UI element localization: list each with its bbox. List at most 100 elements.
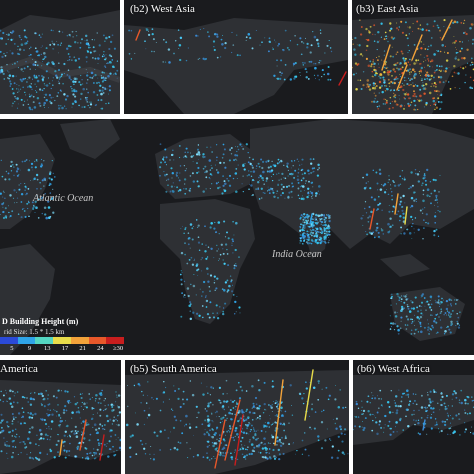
- light-dot: [28, 93, 30, 95]
- light-dot: [420, 41, 422, 43]
- light-dot: [70, 86, 72, 88]
- light-dot: [238, 397, 242, 400]
- light-dot: [203, 28, 205, 30]
- light-dot: [34, 83, 36, 85]
- light-dot: [250, 452, 254, 456]
- light-dot: [276, 415, 279, 417]
- light-dot: [319, 231, 322, 234]
- light-dot: [2, 206, 4, 208]
- light-dot: [422, 82, 424, 84]
- light-dot: [255, 418, 257, 420]
- light-dot: [436, 68, 438, 71]
- light-dot: [26, 40, 29, 43]
- light-dot: [277, 448, 281, 452]
- light-dot: [380, 404, 383, 407]
- light-dot: [239, 54, 241, 57]
- light-dot: [30, 83, 33, 85]
- light-dot: [370, 65, 373, 68]
- light-dot: [435, 197, 437, 199]
- light-dot: [219, 253, 222, 256]
- light-dot: [8, 431, 11, 434]
- light-dot: [394, 70, 397, 73]
- light-dot: [318, 62, 320, 64]
- light-dot: [299, 216, 302, 219]
- light-dot: [378, 423, 381, 426]
- light-dot: [252, 158, 254, 161]
- light-dot: [391, 198, 394, 201]
- light-dot: [41, 65, 43, 67]
- light-dot: [46, 413, 48, 415]
- light-dot: [355, 415, 358, 418]
- light-dot: [219, 434, 221, 436]
- light-dot: [406, 92, 408, 94]
- light-dot: [197, 151, 201, 154]
- light-dot: [35, 443, 37, 445]
- light-dot: [326, 72, 330, 76]
- light-dot: [391, 322, 395, 325]
- light-dot: [223, 439, 226, 442]
- light-dot: [365, 173, 369, 177]
- light-dot: [255, 445, 259, 448]
- light-dot: [450, 305, 452, 307]
- light-dot: [5, 216, 8, 219]
- light-dot: [195, 153, 199, 156]
- light-dot: [112, 404, 115, 407]
- light-dot: [116, 69, 119, 72]
- light-dot: [327, 225, 330, 228]
- light-dot: [197, 58, 199, 60]
- light-dot: [98, 44, 101, 47]
- light-dot: [399, 327, 402, 330]
- light-dot: [387, 40, 389, 43]
- light-dot: [435, 332, 437, 334]
- light-dot: [68, 454, 70, 457]
- light-dot: [446, 418, 448, 421]
- light-dot: [84, 96, 87, 99]
- light-dot: [235, 402, 239, 406]
- light-dot: [65, 409, 68, 412]
- light-dot: [321, 218, 324, 220]
- light-dot: [196, 454, 200, 457]
- light-dot: [439, 409, 441, 411]
- light-dot: [89, 106, 91, 109]
- light-dot: [78, 81, 81, 84]
- light-dot: [50, 178, 53, 181]
- light-dot: [236, 150, 238, 153]
- light-dot: [413, 95, 417, 98]
- light-dot: [387, 66, 389, 68]
- light-dot: [77, 57, 81, 60]
- light-dot: [429, 195, 431, 198]
- light-dot: [387, 36, 389, 38]
- light-dot: [316, 74, 319, 77]
- light-dot: [92, 448, 95, 450]
- light-dot: [405, 34, 408, 37]
- light-dot: [80, 92, 83, 96]
- light-dot: [188, 258, 191, 261]
- light-dot: [434, 299, 436, 301]
- light-dot: [406, 69, 408, 71]
- light-dot: [282, 415, 284, 417]
- light-dot: [242, 191, 244, 193]
- light-dot: [207, 440, 210, 443]
- light-dot: [447, 414, 449, 416]
- light-dot: [426, 64, 430, 67]
- light-dot: [394, 311, 397, 314]
- light-dot: [44, 433, 48, 436]
- light-dot: [347, 453, 349, 455]
- light-dot: [8, 74, 12, 77]
- light-dot: [241, 183, 243, 185]
- light-dot: [408, 97, 411, 100]
- light-dot: [372, 419, 374, 422]
- light-dot: [93, 454, 95, 456]
- light-dot: [69, 442, 71, 445]
- light-dot: [16, 88, 18, 90]
- light-dot: [265, 431, 267, 433]
- light-dot: [26, 81, 28, 83]
- light-dot: [66, 74, 69, 76]
- light-dot: [32, 101, 35, 104]
- light-dot: [197, 275, 199, 277]
- light-dot: [13, 62, 16, 65]
- light-dot: [86, 88, 88, 90]
- light-dot: [372, 61, 374, 63]
- light-dot: [450, 303, 452, 305]
- light-dot: [303, 62, 305, 64]
